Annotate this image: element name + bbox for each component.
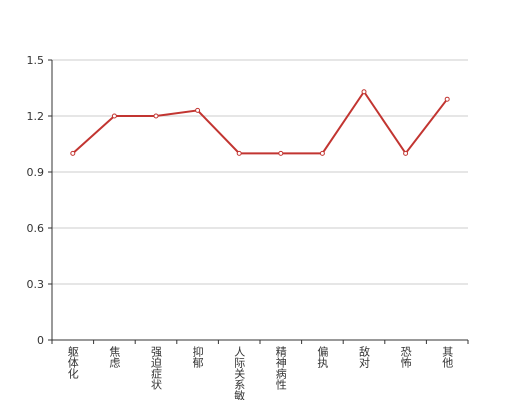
x-tick-label: 偏执 <box>316 345 329 369</box>
point <box>70 150 76 156</box>
y-tick-label: 0.3 <box>27 278 45 291</box>
point <box>361 89 367 95</box>
point <box>278 150 284 156</box>
x-tick-label: 恐怖 <box>399 346 412 368</box>
point <box>319 150 325 156</box>
y-tick-label: 0.9 <box>27 166 45 179</box>
point <box>236 150 242 156</box>
x-tick-label: 抑郁 <box>191 345 204 368</box>
y-tick-label: 1.2 <box>27 110 45 123</box>
x-tick-label: 其他 <box>441 346 454 368</box>
x-tick-label: 强迫症状 <box>150 346 163 390</box>
point <box>403 150 409 156</box>
y-tick-label: 1.5 <box>27 54 45 67</box>
x-tick-label: 焦虑 <box>108 346 121 368</box>
y-tick-label: 0 <box>37 334 44 347</box>
point <box>111 113 117 119</box>
point <box>195 107 201 113</box>
y-tick-label: 0.6 <box>27 222 45 235</box>
point <box>444 96 450 102</box>
x-tick-label: 人际关系敏感 <box>233 346 246 400</box>
x-tick-label: 敌对 <box>358 345 371 368</box>
x-tick-label: 精神病性 <box>274 346 287 391</box>
line <box>72 89 448 156</box>
x-tick-label: 躯体化 <box>66 346 79 380</box>
point <box>153 113 159 119</box>
